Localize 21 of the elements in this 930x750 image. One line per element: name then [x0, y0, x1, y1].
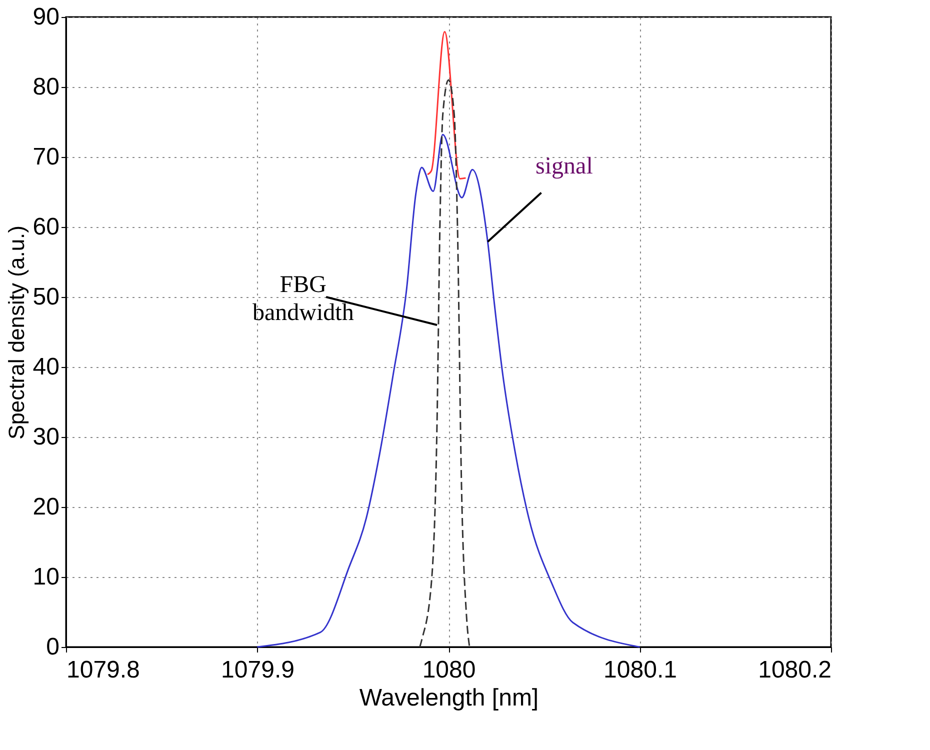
- x-tick-label: 1080: [422, 656, 476, 684]
- y-tick-label: 30: [32, 424, 60, 450]
- x-axis-title: Wavelength [nm]: [359, 684, 539, 712]
- y-tick-label: 70: [32, 144, 60, 170]
- annotation: signal: [536, 154, 594, 180]
- x-tick-label: 1080.2: [758, 656, 832, 684]
- line-series: [419, 79, 470, 648]
- x-tick-label: 1079.8: [66, 656, 140, 684]
- x-tick-label: 1079.9: [221, 656, 294, 684]
- y-tick-label: 10: [32, 564, 60, 590]
- y-axis-title: Spectral density (a.u.): [4, 226, 29, 440]
- y-tick-label: 80: [32, 74, 60, 100]
- line-series: [426, 30, 466, 180]
- y-tick-label: 40: [32, 354, 60, 380]
- y-tick-label: 0: [46, 634, 60, 660]
- y-tick-label: 50: [32, 284, 60, 310]
- y-tick-label: 90: [32, 4, 60, 30]
- y-tick-label: 60: [32, 214, 60, 240]
- annotation: FBG bandwidth: [252, 272, 354, 326]
- x-tick-label: 1080.1: [604, 656, 677, 684]
- y-tick-label: 20: [32, 494, 60, 520]
